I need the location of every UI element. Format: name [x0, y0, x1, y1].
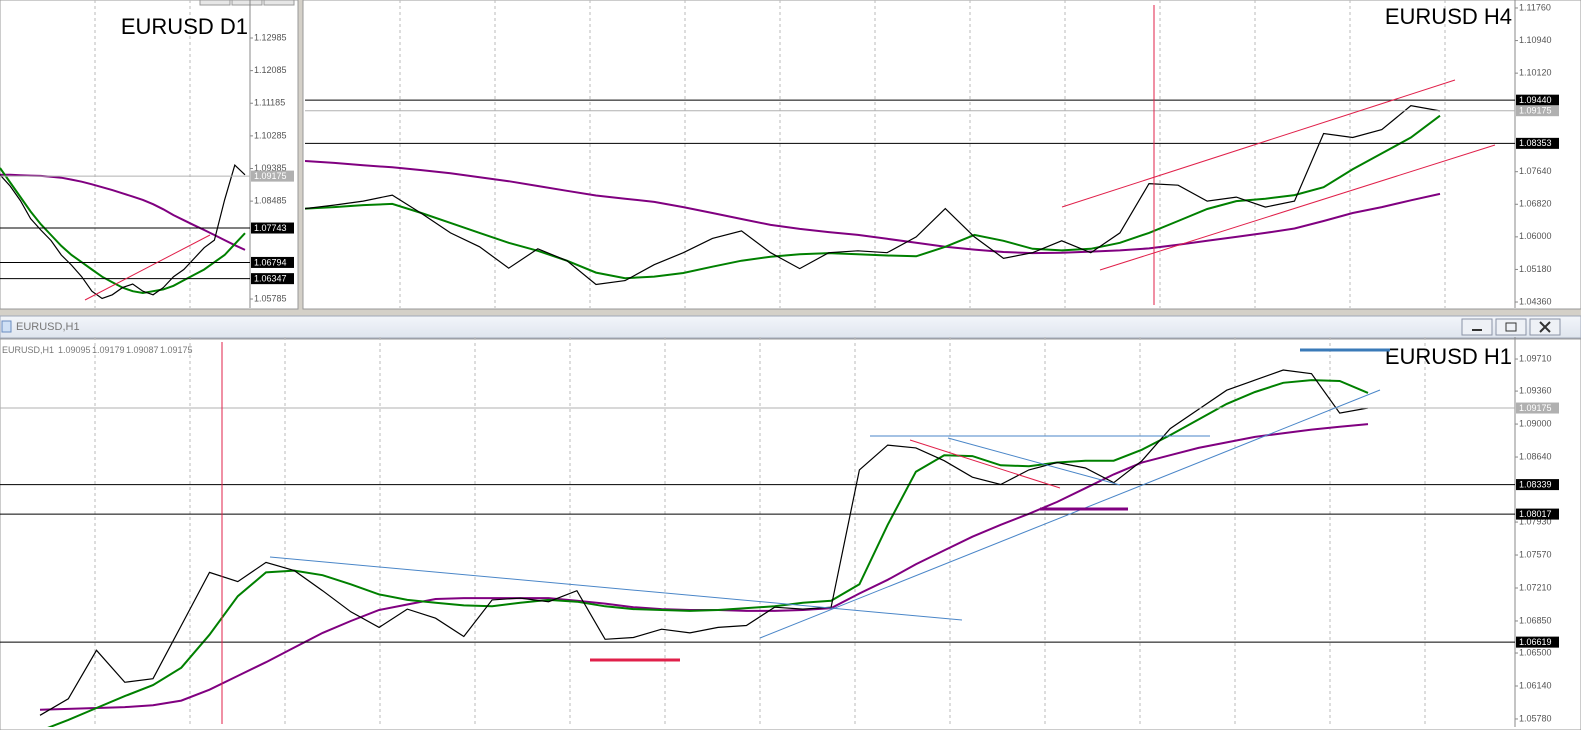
minimize-button[interactable] — [1461, 318, 1493, 336]
drawings — [84, 5, 1496, 724]
y-tick-label: 1.07640 — [1519, 166, 1552, 176]
window-button[interactable] — [199, 0, 231, 6]
low: 1.09087 — [126, 345, 159, 355]
close-icon — [1539, 321, 1551, 333]
trend-line — [269, 556, 963, 621]
moving-average — [47, 379, 1369, 727]
chart: 1.11760 1.10940 1.10120 1.07640 1.06820 1.060… — [305, 0, 1559, 308]
h4-panel — [302, 0, 1581, 310]
level-box — [1516, 94, 1559, 106]
y-tick-label: 1.09000 — [1519, 418, 1552, 428]
chart-title: EURUSD H4 — [1385, 4, 1512, 29]
moving-average — [305, 160, 1441, 255]
trend-line — [759, 389, 1381, 639]
level-box — [251, 256, 294, 268]
level-label: 1.07743 — [254, 223, 287, 233]
window-controls — [1461, 318, 1561, 336]
high: 1.09179 — [92, 345, 125, 355]
price-line — [0, 163, 246, 300]
y-tick-label: 1.07210 — [1519, 582, 1552, 592]
price-line — [39, 369, 1369, 716]
chart-title: EURUSD H1 — [1385, 344, 1512, 369]
y-tick-label: 1.09360 — [1519, 385, 1552, 395]
series-group — [305, 105, 1441, 286]
y-tick-label: 1.10285 — [254, 130, 287, 140]
y-tick-label: 1.05180 — [1519, 264, 1552, 274]
level-box — [251, 222, 294, 234]
moving-average — [305, 114, 1441, 280]
ohlc-info: EURUSD,H1 1.09095 1.09179 1.09087 1.0917… — [2, 345, 193, 355]
level-label: 1.08339 — [1519, 479, 1552, 489]
level-label: 1.06619 — [1519, 637, 1552, 647]
series-group — [39, 369, 1369, 727]
y-tick-label: 1.08640 — [1519, 451, 1552, 461]
level-label: 1.09440 — [1519, 95, 1552, 105]
y-tick-label: 1.11760 — [1519, 2, 1551, 12]
y-tick-label: 1.04360 — [1519, 296, 1552, 306]
level-box — [1516, 402, 1559, 414]
y-tick-label: 1.07930 — [1519, 516, 1552, 526]
channel-line — [1061, 79, 1456, 208]
level-label: 1.09175 — [1519, 403, 1552, 413]
level-label: 1.09175 — [1519, 106, 1552, 116]
trend-line — [947, 437, 1121, 486]
y-tick-label: 1.05785 — [254, 293, 287, 303]
window-button[interactable] — [263, 0, 295, 6]
window-icon — [1, 320, 12, 333]
chart-title: EURUSD D1 — [121, 14, 248, 39]
y-tick-label: 1.06500 — [1519, 647, 1552, 657]
restore-icon — [1505, 322, 1517, 332]
open: 1.09095 — [58, 345, 91, 355]
level-label: 1.08017 — [1519, 509, 1552, 519]
price-line — [305, 105, 1441, 286]
level-box — [1516, 479, 1559, 491]
y-tick-label: 1.05780 — [1519, 713, 1552, 723]
y-tick-label: 1.09385 — [254, 163, 287, 173]
trend-line — [909, 439, 1061, 489]
level-label: 1.06347 — [254, 274, 287, 284]
h1-panel — [0, 338, 1581, 730]
y-tick-label: 1.06140 — [1519, 680, 1552, 690]
level-box — [1516, 636, 1559, 648]
chart: 1.12985 1.12085 1.11185 1.10285 1.09385 1.084… — [0, 0, 294, 308]
y-tick-label: 1.10120 — [1519, 68, 1552, 78]
level-box — [251, 273, 294, 285]
level-label: 1.09175 — [254, 171, 287, 181]
y-tick-label: 1.11185 — [254, 98, 285, 108]
symbol: EURUSD,H1 — [2, 345, 54, 355]
y-tick-label: 1.06850 — [1519, 615, 1552, 625]
h1-title-bar — [0, 315, 1581, 339]
y-tick-label: 1.06820 — [1519, 199, 1552, 209]
level-box — [251, 170, 294, 182]
level-box — [1516, 105, 1559, 117]
y-tick-label: 1.10940 — [1519, 35, 1552, 45]
channel-line — [84, 234, 211, 301]
restore-button[interactable] — [1495, 318, 1527, 336]
level-box — [1516, 137, 1559, 149]
y-tick-label: 1.07570 — [1519, 549, 1552, 559]
y-tick-label: 1.09710 — [1519, 353, 1552, 363]
close: 1.09175 — [160, 345, 193, 355]
y-tick-label: 1.06000 — [1519, 231, 1552, 241]
level-box — [1516, 508, 1559, 520]
level-label: 1.06794 — [254, 257, 287, 267]
window-title: EURUSD,H1 — [16, 321, 80, 333]
y-tick-label: 1.12985 — [254, 32, 287, 42]
level-label: 1.08353 — [1519, 138, 1552, 148]
chart: 1.09710 1.09360 1.09000 1.08640 1.07930 1.075… — [0, 337, 1559, 727]
channel-line — [1099, 144, 1496, 271]
window-button[interactable] — [231, 0, 263, 6]
y-tick-label: 1.08485 — [254, 196, 287, 206]
d1-panel — [0, 0, 299, 310]
y-tick-label: 1.12085 — [254, 65, 287, 75]
